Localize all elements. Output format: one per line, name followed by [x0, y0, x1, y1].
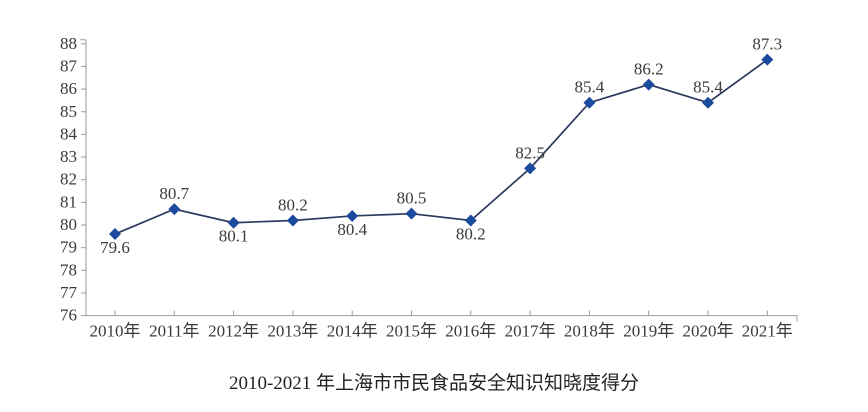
- svg-text:82.5: 82.5: [515, 143, 545, 162]
- svg-text:77: 77: [60, 283, 78, 302]
- svg-text:2014年: 2014年: [327, 322, 378, 341]
- svg-text:2016年: 2016年: [445, 322, 496, 341]
- svg-text:76: 76: [60, 306, 77, 325]
- svg-text:80.7: 80.7: [159, 184, 189, 203]
- svg-text:2019年: 2019年: [623, 322, 674, 341]
- svg-text:80.4: 80.4: [337, 220, 367, 239]
- svg-text:80.2: 80.2: [456, 224, 486, 243]
- svg-text:79.6: 79.6: [100, 238, 130, 257]
- svg-text:80.1: 80.1: [219, 227, 249, 246]
- svg-text:2018年: 2018年: [564, 322, 615, 341]
- svg-text:82: 82: [60, 170, 77, 189]
- svg-text:2011年: 2011年: [149, 322, 199, 341]
- svg-text:2015年: 2015年: [386, 322, 437, 341]
- svg-text:78: 78: [60, 260, 77, 279]
- svg-text:87: 87: [60, 56, 78, 75]
- svg-text:2017年: 2017年: [505, 322, 556, 341]
- svg-text:81: 81: [60, 192, 77, 211]
- svg-text:86: 86: [60, 79, 77, 98]
- svg-text:85.4: 85.4: [693, 78, 723, 97]
- svg-text:87.3: 87.3: [752, 35, 782, 54]
- svg-text:2010年: 2010年: [90, 322, 141, 341]
- svg-text:2013年: 2013年: [267, 322, 318, 341]
- svg-text:86.2: 86.2: [634, 60, 664, 79]
- svg-text:85.4: 85.4: [575, 78, 605, 97]
- svg-text:2021年: 2021年: [742, 322, 793, 341]
- svg-text:2020年: 2020年: [683, 322, 734, 341]
- svg-text:80.5: 80.5: [397, 189, 427, 208]
- svg-text:88: 88: [60, 34, 77, 53]
- svg-text:80: 80: [60, 215, 77, 234]
- svg-text:2012年: 2012年: [208, 322, 259, 341]
- svg-text:83: 83: [60, 147, 77, 166]
- svg-text:84: 84: [60, 124, 78, 143]
- svg-text:79: 79: [60, 238, 77, 257]
- svg-text:80.2: 80.2: [278, 195, 308, 214]
- svg-text:85: 85: [60, 102, 77, 121]
